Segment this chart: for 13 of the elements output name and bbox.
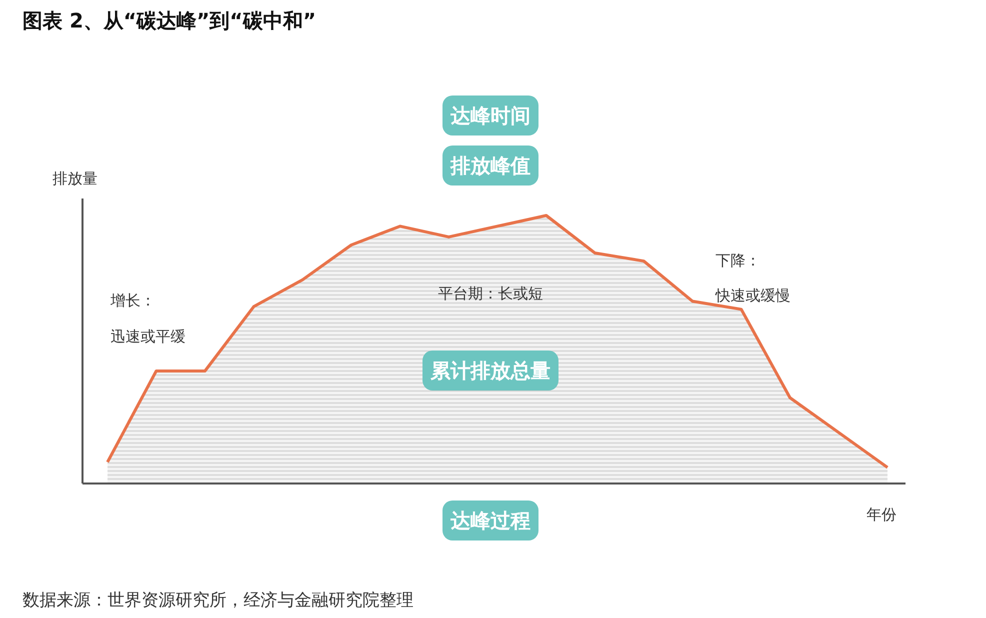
- text: 达峰过程: [450, 508, 530, 532]
- annotation: 累计排放总量: [430, 358, 550, 382]
- annotation: 下降：: [716, 252, 760, 270]
- annotation: 平台期：长或短: [438, 284, 543, 302]
- text: 达峰时间: [450, 104, 530, 128]
- annotation: 迅速或平缓: [110, 328, 186, 346]
- annotation: 增长：: [110, 292, 156, 310]
- annotation: 快速或缓慢: [714, 286, 790, 304]
- y-axis-title: 排放量: [52, 170, 98, 188]
- chart-title: 图表 2、从“碳达峰”到“碳中和”: [22, 8, 316, 32]
- text: 排放峰值: [450, 154, 530, 178]
- x-axis-title: 年份: [866, 506, 896, 524]
- source-note: 数据来源：世界资源研究所，经济与金融研究院整理: [22, 590, 414, 610]
